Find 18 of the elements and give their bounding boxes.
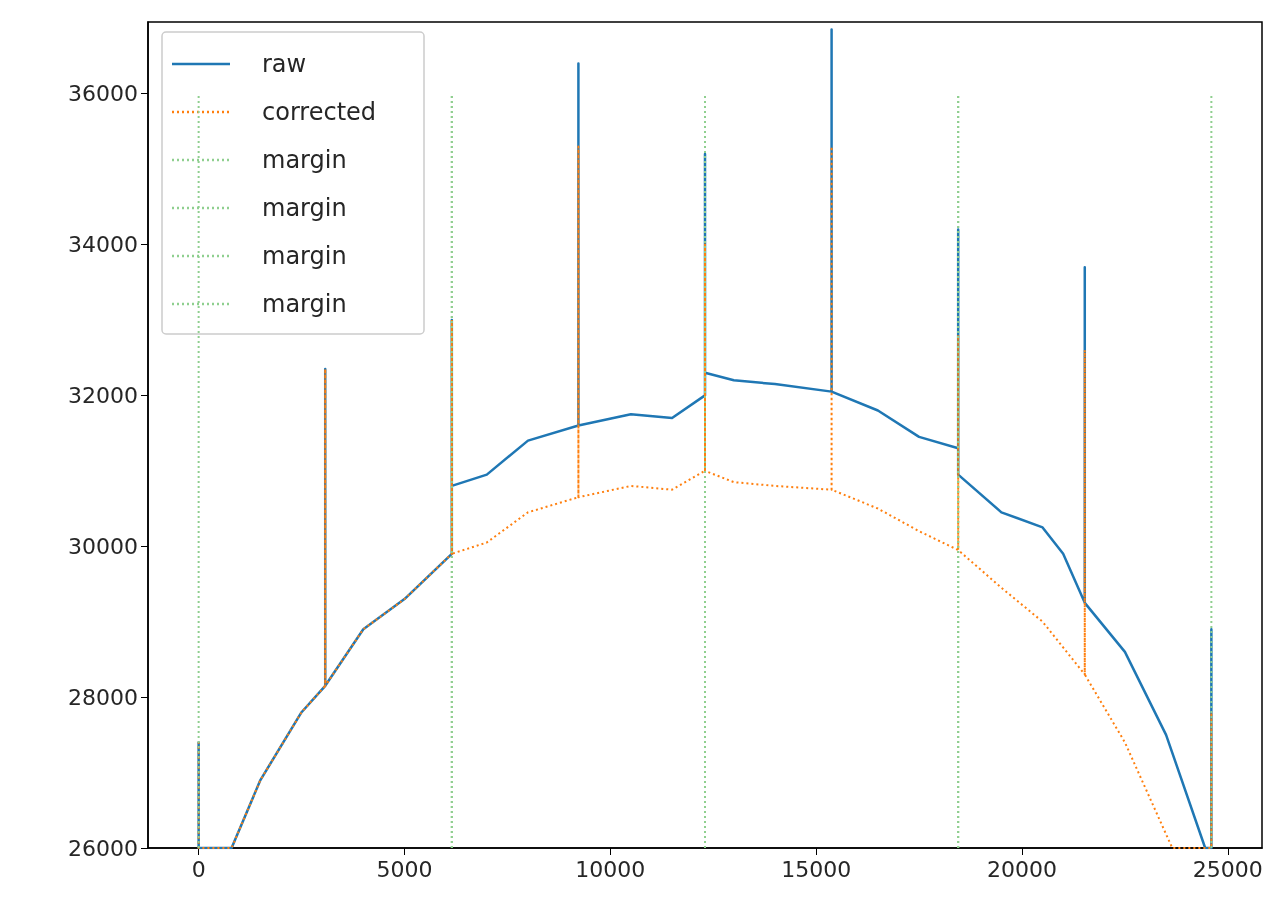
x-tick-label: 20000: [986, 856, 1057, 882]
y-tick-label: 34000: [68, 232, 138, 258]
legend-label: margin: [262, 290, 347, 318]
legend-label: raw: [262, 50, 307, 78]
x-tick-label: 15000: [781, 856, 852, 882]
x-tick-label: 25000: [1192, 856, 1263, 882]
y-tick-label: 36000: [68, 81, 138, 107]
y-tick-label: 26000: [68, 835, 138, 861]
y-tick-label: 30000: [68, 533, 138, 559]
legend-label: margin: [262, 146, 347, 174]
y-tick-label: 32000: [68, 382, 138, 408]
legend-label: corrected: [262, 98, 377, 126]
legend-label: margin: [262, 194, 347, 222]
legend-label: margin: [262, 242, 347, 270]
y-tick-label: 28000: [68, 684, 138, 710]
x-tick-label: 0: [191, 856, 206, 882]
x-tick-label: 5000: [376, 856, 433, 882]
x-tick-label: 10000: [575, 856, 646, 882]
